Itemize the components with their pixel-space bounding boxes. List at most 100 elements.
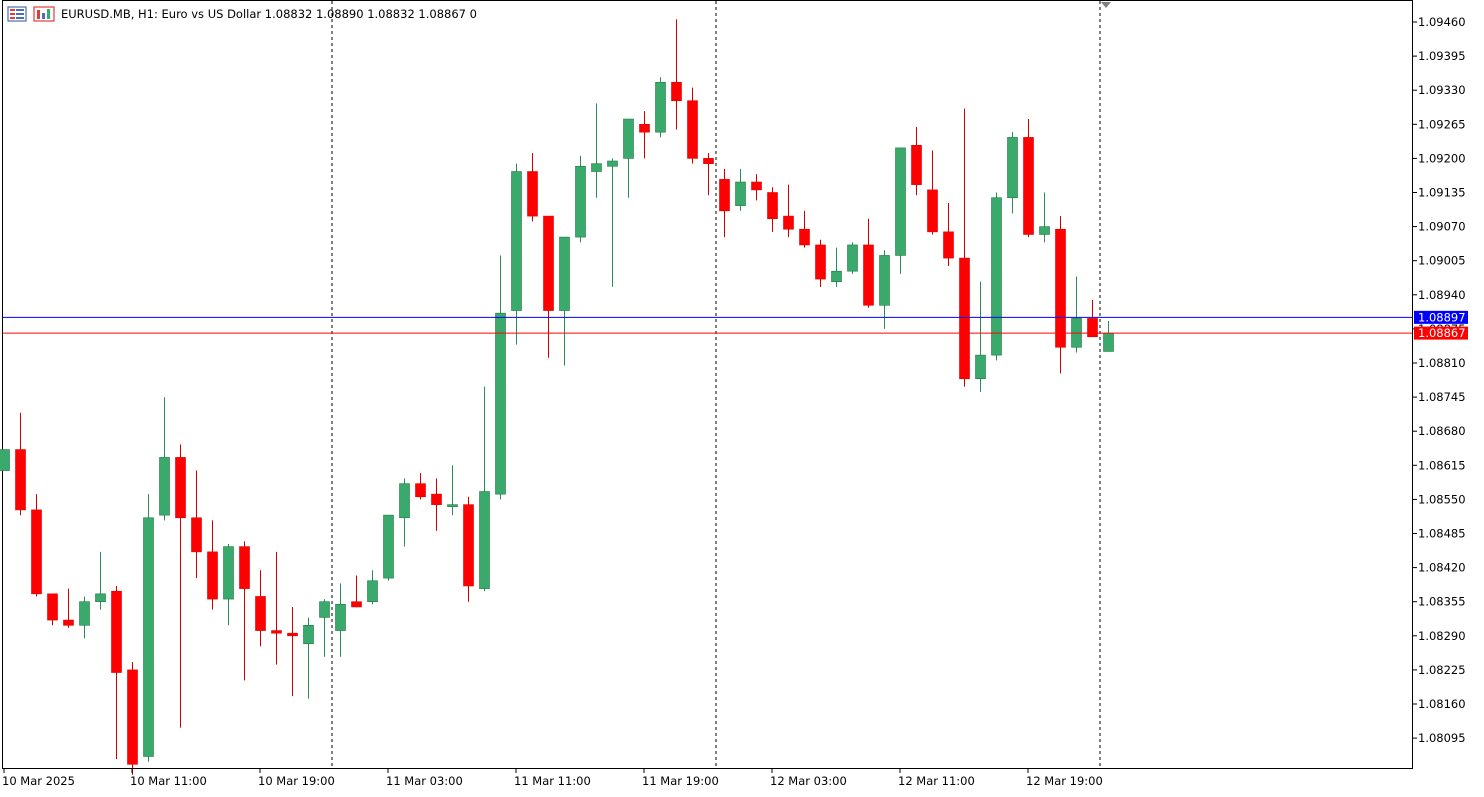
menu-icon[interactable] (7, 6, 27, 22)
candle-body (111, 590, 122, 673)
candle (623, 118, 634, 198)
candle (751, 174, 762, 201)
candle-body (751, 181, 762, 191)
candle (591, 103, 602, 198)
chart-icon-bar-3 (47, 9, 50, 19)
candle (287, 606, 298, 697)
candle-body (463, 504, 474, 587)
price-tick-label: 1.08420 (1418, 561, 1466, 575)
candle (15, 412, 26, 516)
candle-body (191, 517, 202, 553)
candle-body (591, 163, 602, 172)
price-tick-label: 1.08095 (1418, 731, 1466, 745)
candle (799, 210, 810, 248)
candle (127, 662, 138, 775)
candle (175, 444, 186, 728)
candle (31, 494, 42, 597)
candle (143, 494, 154, 762)
candle (271, 551, 282, 665)
time-tick-label: 12 Mar 11:00 (898, 774, 975, 788)
candle (495, 255, 506, 500)
candle-body (847, 244, 858, 272)
candle (639, 111, 650, 159)
candle (1007, 132, 1018, 214)
candle (207, 520, 218, 610)
candle (463, 496, 474, 602)
candle (431, 478, 442, 531)
candle-body (79, 601, 90, 626)
candle-body (31, 509, 42, 595)
candle (559, 236, 570, 366)
candle-body (575, 165, 586, 238)
candle-body (415, 483, 426, 498)
time-tick-label: 10 Mar 2025 (2, 774, 75, 788)
candle-body (975, 354, 986, 380)
menu-icon-mark-3 (10, 17, 15, 19)
candle-body (1103, 332, 1114, 352)
candle (575, 155, 586, 243)
price-tick-label: 1.09200 (1418, 151, 1466, 165)
candle (95, 551, 106, 610)
candle-body (671, 82, 682, 101)
candle-body (319, 601, 330, 618)
time-tick-label: 11 Mar 19:00 (642, 774, 719, 788)
candle (991, 192, 1002, 361)
candle (479, 386, 490, 592)
candle (239, 541, 250, 681)
menu-icon-line-1 (16, 9, 24, 11)
price-tick-label: 1.08745 (1418, 390, 1466, 404)
candle-body (607, 160, 618, 167)
chart-icon-bar-1 (37, 10, 40, 19)
candle (303, 617, 314, 699)
candle (1087, 300, 1098, 338)
time-tick-label: 12 Mar 19:00 (1026, 774, 1103, 788)
price-tick-label: 1.08810 (1418, 356, 1466, 370)
candle-body (991, 197, 1002, 356)
candle-body (687, 100, 698, 159)
candle (399, 478, 410, 547)
candles (0, 19, 1114, 775)
price-axis[interactable]: 1.09460 1.09395 1.09330 1.09265 1.09200 1.091… (1412, 15, 1466, 745)
candle-body (175, 457, 186, 519)
candle-body (335, 604, 346, 631)
candle-body (927, 189, 938, 233)
candle-body (95, 593, 106, 602)
candle-body (15, 449, 26, 511)
candle-body (0, 449, 10, 471)
candle-body (863, 244, 874, 306)
candle (895, 147, 906, 274)
candle (159, 397, 170, 521)
price-tick-label: 1.08615 (1418, 458, 1466, 472)
candle (415, 473, 426, 500)
price-tick-label: 1.09265 (1418, 117, 1466, 131)
candle (911, 126, 922, 196)
candle-body (1087, 318, 1098, 338)
candle-body (303, 625, 314, 644)
candle (959, 108, 970, 387)
candle (447, 465, 458, 516)
candle-body (47, 593, 58, 621)
chart-bars-icon[interactable] (33, 6, 55, 22)
candle-body (943, 231, 954, 259)
candle-body (431, 493, 442, 505)
candle-body (367, 580, 378, 603)
time-axis[interactable]: 10 Mar 2025 10 Mar 11:00 10 Mar 19:00 11 Ma… (2, 768, 1103, 788)
candle (783, 184, 794, 238)
candle-body (143, 517, 154, 757)
candle-body (207, 551, 218, 600)
candle (0, 449, 10, 471)
price-tick-label: 1.08225 (1418, 663, 1466, 677)
day-separators (331, 1, 1101, 768)
candle-body (959, 257, 970, 380)
candle-body (159, 457, 170, 516)
candle-body (479, 491, 490, 589)
candle-body (239, 546, 250, 589)
price-tick-label: 1.09070 (1418, 220, 1466, 234)
candle-body (895, 147, 906, 256)
candle-body (1007, 137, 1018, 199)
chart-shift-marker[interactable] (1101, 2, 1111, 8)
candle-body (399, 483, 410, 519)
candle (847, 242, 858, 274)
